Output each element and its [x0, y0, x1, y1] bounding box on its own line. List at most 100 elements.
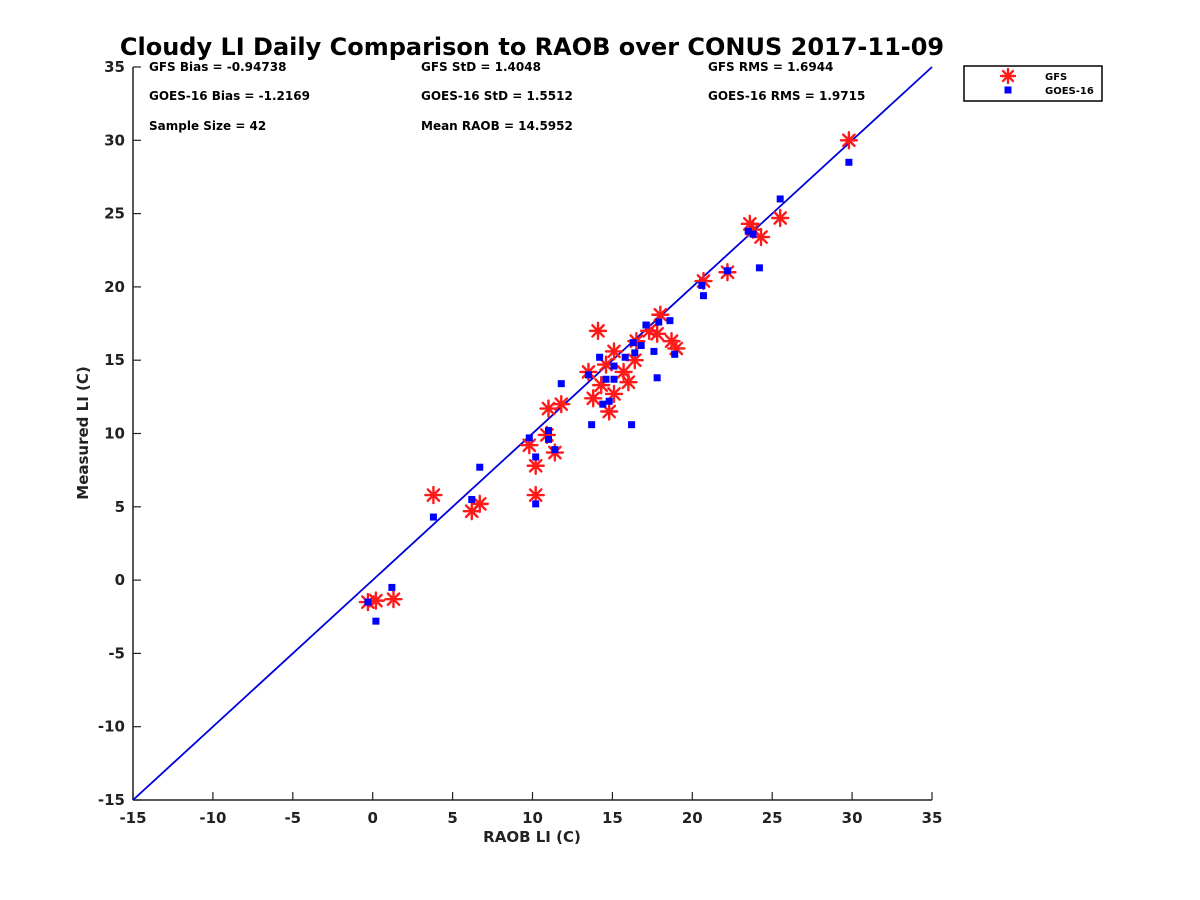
goes-16-point-2 [388, 583, 396, 591]
goes-16-point-32 [698, 281, 706, 289]
goes-16-point-18 [605, 397, 613, 405]
goes-16-point-31 [671, 350, 679, 358]
y-tick-label-9: 30 [104, 131, 125, 149]
goes-16-point-14 [588, 421, 596, 429]
goes-16-point-3 [429, 513, 437, 521]
y-tick-label-7: 20 [104, 278, 125, 296]
legend-label-goes-16: GOES-16 [1045, 86, 1094, 97]
plot-area: -15 -10 -5 0 5 10 15 20 25 30 35 -15 -10 -5 0 5 10 15 20 25… [98, 58, 943, 827]
goes-16-point-23 [629, 339, 637, 347]
goes-16-point-29 [655, 318, 663, 326]
goes-16-point-15 [596, 353, 604, 361]
y-tick-label-5: 10 [104, 425, 125, 443]
gfs-point-15 [588, 321, 608, 341]
y-tick-label-1: -10 [98, 718, 125, 736]
goes-16-point-13 [584, 371, 592, 379]
goes-16-point-11 [551, 446, 559, 454]
goes-16-point-34 [723, 267, 731, 275]
goes-16-point-35 [744, 227, 752, 235]
y-tick-label-10: 35 [104, 58, 125, 76]
goes-16-point-5 [476, 463, 484, 471]
goes-16-point-38 [776, 195, 784, 203]
x-tick-label-10: 35 [922, 809, 943, 827]
stat-r0-c0: GFS Bias = -0.94738 [149, 60, 286, 74]
gfs-point-20 [604, 342, 624, 361]
goes-16-point-7 [532, 453, 540, 461]
goes-16-point-30 [666, 317, 674, 325]
x-tick-label-3: 0 [367, 809, 377, 827]
legend-marker-goes-16 [1004, 86, 1012, 94]
x-tick-label-6: 15 [602, 809, 623, 827]
series-goes-16 [364, 158, 853, 625]
gfs-point-26 [647, 324, 667, 344]
x-axis-label: RAOB LI (C) [483, 828, 581, 846]
goes-16-point-24 [631, 349, 639, 357]
x-tick-label-4: 5 [447, 809, 457, 827]
gfs-point-10 [539, 399, 558, 418]
stat-r0-c2: GFS RMS = 1.6944 [708, 60, 833, 74]
y-tick-label-2: -5 [108, 644, 125, 662]
stat-r2-c0: Sample Size = 42 [149, 119, 266, 133]
goes-16-point-9 [544, 427, 552, 435]
goes-16-point-16 [599, 400, 607, 408]
goes-16-point-6 [525, 434, 533, 442]
goes-16-point-12 [557, 380, 565, 388]
x-tick-label-5: 10 [522, 809, 543, 827]
goes-16-point-27 [650, 347, 658, 355]
x-tick-label-0: -15 [119, 809, 146, 827]
goes-16-point-33 [699, 292, 707, 300]
stat-r2-c1: Mean RAOB = 14.5952 [421, 119, 573, 133]
stat-r0-c1: GFS StD = 1.4048 [421, 60, 541, 74]
gfs-point-5 [470, 494, 489, 514]
gfs-point-12 [552, 394, 571, 414]
goes-16-point-36 [749, 230, 757, 238]
y-tick-label-8: 25 [104, 205, 125, 223]
goes-16-point-39 [845, 158, 853, 166]
goes-16-point-28 [653, 374, 661, 382]
stat-r1-c0: GOES-16 Bias = -1.2169 [149, 89, 310, 103]
one-to-one-line [132, 66, 933, 801]
legend: GFS GOES-16 [963, 65, 1103, 102]
stat-r1-c1: GOES-16 StD = 1.5512 [421, 89, 573, 103]
legend-label-gfs: GFS [1045, 72, 1067, 83]
goes-16-point-26 [642, 321, 650, 329]
goes-16-point-20 [610, 362, 618, 370]
goes-16-point-37 [755, 264, 763, 272]
goes-16-point-22 [628, 421, 636, 429]
gfs-point-3 [424, 485, 443, 505]
y-tick-label-3: 0 [115, 571, 125, 589]
gfs-point-1 [366, 591, 386, 610]
gfs-point-19 [604, 384, 624, 404]
gfs-point-8 [526, 485, 545, 505]
goes-16-point-10 [544, 435, 552, 443]
goes-16-point-25 [637, 342, 645, 350]
goes-16-point-17 [602, 375, 610, 383]
x-tick-label-9: 30 [842, 809, 863, 827]
y-tick-label-6: 15 [104, 351, 125, 369]
legend-marker-gfs [999, 67, 1017, 85]
gfs-point-14 [584, 389, 603, 408]
goes-16-point-19 [610, 375, 618, 383]
x-tick-label-7: 20 [682, 809, 703, 827]
x-tick-label-1: -10 [199, 809, 226, 827]
gfs-point-18 [600, 402, 619, 421]
goes-16-point-8 [532, 500, 540, 508]
stat-r1-c2: GOES-16 RMS = 1.9715 [708, 89, 865, 103]
legend-box [963, 65, 1103, 102]
gfs-point-2 [384, 589, 403, 609]
y-tick-label-0: -15 [98, 791, 125, 809]
gfs-point-6 [520, 436, 539, 455]
y-axis-label: Measured LI (C) [74, 366, 92, 499]
x-tick-label-2: -5 [284, 809, 301, 827]
x-tick-label-8: 25 [762, 809, 783, 827]
y-tick-label-4: 5 [115, 498, 125, 516]
goes-16-point-1 [372, 617, 380, 625]
goes-16-point-21 [621, 353, 629, 361]
goes-16-point-4 [468, 495, 476, 503]
gfs-point-22 [619, 372, 638, 392]
chart-title: Cloudy LI Daily Comparison to RAOB over … [120, 33, 944, 61]
gfs-point-35 [770, 208, 790, 228]
goes-16-point-0 [364, 598, 372, 606]
gfs-point-36 [839, 131, 859, 150]
